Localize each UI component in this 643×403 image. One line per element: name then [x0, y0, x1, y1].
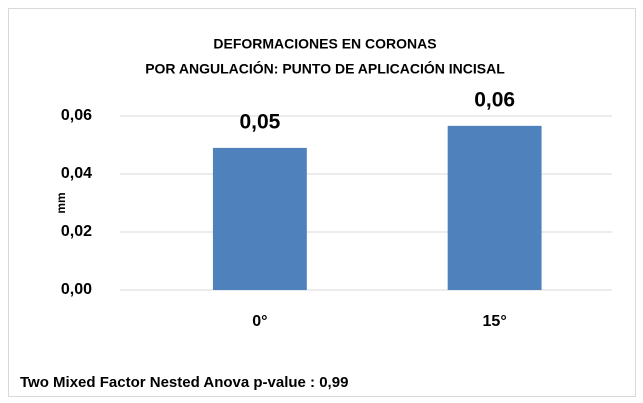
y-tick-label: 0,04 — [61, 165, 92, 182]
bar — [212, 147, 307, 290]
value-label: 0,05 — [239, 110, 280, 133]
annotation: Two Mixed Factor Nested Anova p-value : … — [20, 374, 348, 391]
chart-title: POR ANGULACIÓN: PUNTO DE APLICACIÓN INCI… — [145, 60, 505, 77]
y-tick-label: 0,02 — [61, 223, 92, 240]
y-tick-label: 0,00 — [61, 281, 92, 298]
value-label: 0,06 — [474, 88, 515, 111]
x-tick-label: 0° — [252, 313, 267, 330]
y-tick-label: 0,06 — [61, 107, 92, 124]
x-tick-label: 15° — [483, 313, 507, 330]
chart-title: DEFORMACIONES EN CORONAS — [213, 36, 436, 52]
y-axis-label: mm — [54, 192, 68, 213]
bar — [447, 125, 542, 290]
